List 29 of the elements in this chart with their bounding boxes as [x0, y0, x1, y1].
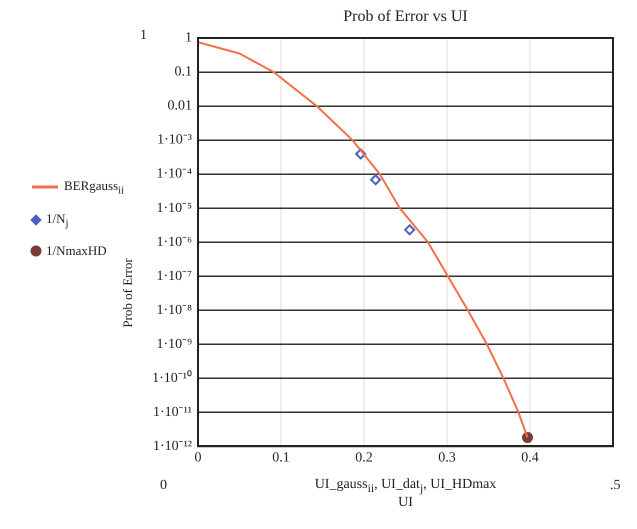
y-tick-label: 1 — [185, 30, 192, 46]
text: 1 — [140, 28, 147, 44]
text: .5 — [610, 478, 620, 494]
y-tick-label: 1·10⁻⁵ — [156, 200, 192, 216]
y-tick-label: 1·10⁻⁸ — [156, 302, 192, 318]
y-tick-label: 1·10⁻⁴ — [156, 166, 192, 182]
y-tick-label: 1·10⁻⁷ — [156, 268, 192, 284]
legend-label: 1/N$_{j}$ — [46, 210, 69, 230]
y-tick-label: 0.1 — [174, 64, 192, 80]
y-tick-label: 0.01 — [168, 98, 192, 114]
x-axis-title: UI_gauss$_{ii}$, UI_dat$_{j}$, UI_HDmax UI — [314, 477, 496, 510]
text: 0 — [160, 478, 167, 494]
x-tick-label: 0.3 — [438, 450, 456, 466]
y-tick-label: 1·10⁻¹⁰ — [152, 370, 192, 386]
point — [370, 174, 382, 186]
x-tick-label: 0.1 — [272, 450, 290, 466]
y-tick-label: 1·10⁻¹² — [152, 438, 192, 454]
chart-title: Prob of Error vs UI — [342, 8, 469, 26]
y-tick-label: 1·10⁻³ — [157, 132, 192, 148]
y-tick-label: 1·10⁻¹¹ — [152, 404, 192, 420]
y-tick-label: 1·10⁻⁹ — [156, 336, 192, 352]
legend-label: BERgauss$_{ii}$ — [64, 178, 124, 197]
x-tick-label: 0.2 — [355, 450, 373, 466]
x-tick-label: 0.4 — [521, 450, 539, 466]
y-tick-label: 1·10⁻⁶ — [156, 234, 192, 250]
point — [404, 224, 416, 236]
y-axis-title: Prob of Error — [120, 257, 136, 330]
legend-label: 1/NmaxHD — [46, 243, 107, 260]
x-tick-label: 0 — [194, 450, 202, 466]
